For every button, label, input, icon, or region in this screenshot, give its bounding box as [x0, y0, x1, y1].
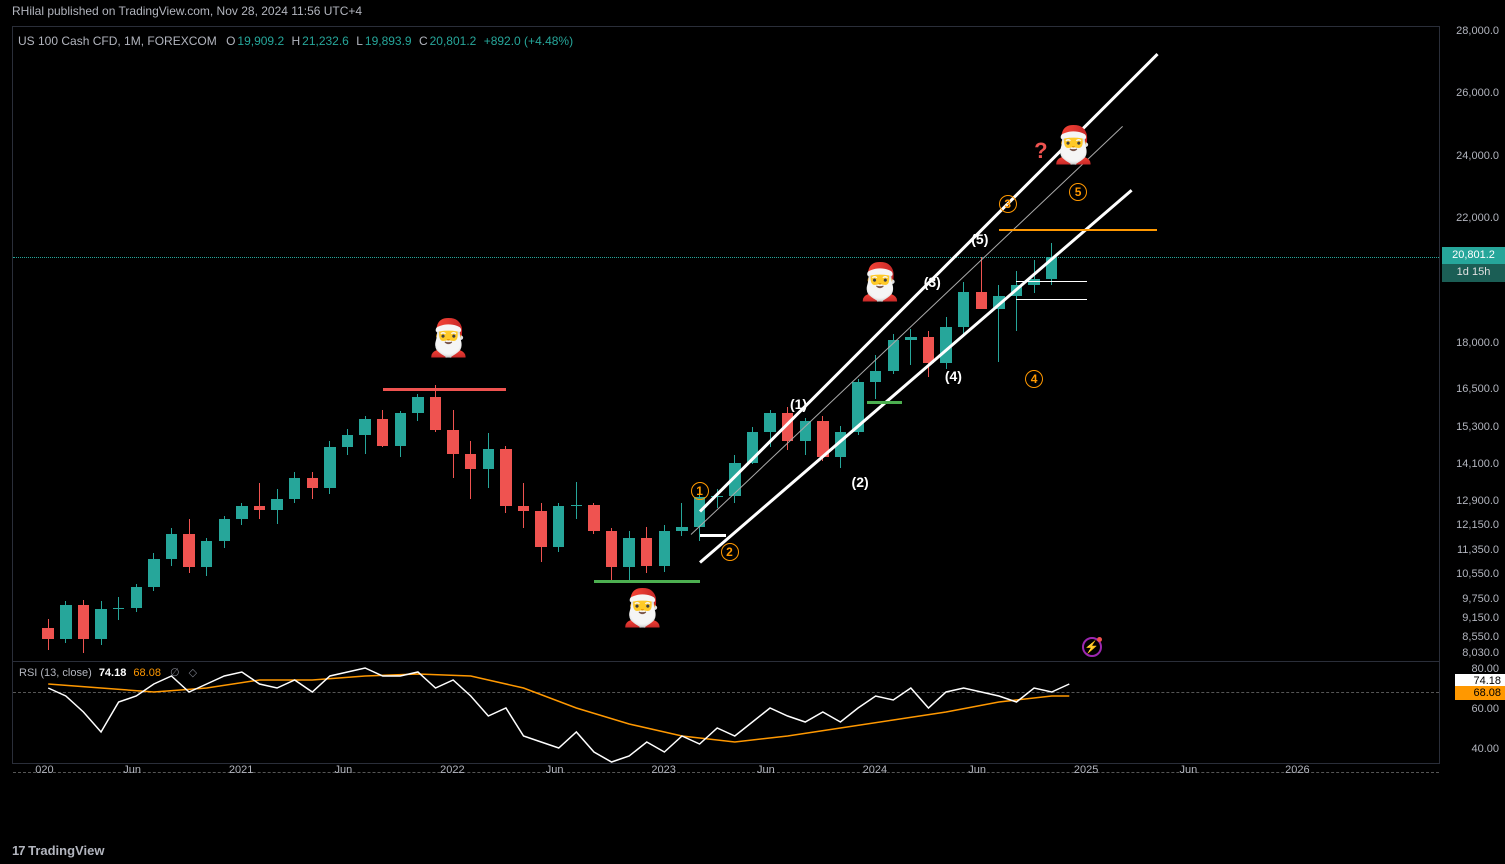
elliott-subwave-(1)[interactable]: (1)	[790, 396, 807, 412]
santa-icon: 🎅	[426, 320, 471, 356]
y-tick: 12,150.0	[1456, 519, 1499, 531]
y-tick: 12,900.0	[1456, 495, 1499, 507]
y-tick: 22,000.0	[1456, 212, 1499, 224]
question-mark: ?	[1034, 138, 1047, 164]
time-tick: Jun	[334, 764, 352, 776]
rsi-line	[48, 668, 1069, 762]
elliott-wave-2[interactable]: 2	[721, 543, 739, 561]
elliott-subwave-(3)[interactable]: (3)	[924, 274, 941, 290]
support-2022[interactable]	[594, 580, 700, 583]
santa-icon: 🎅	[1051, 127, 1096, 163]
green-mark-2024[interactable]	[867, 401, 902, 404]
y-tick: 15,300.0	[1456, 421, 1499, 433]
time-tick: 2025	[1074, 764, 1098, 776]
elliott-wave-1[interactable]: 1	[691, 482, 709, 500]
time-axis: 020 Jun 2021 Jun 2022 Jun 2023 Jun 2024 Jun 2025 Ju…	[12, 764, 1440, 784]
elliott-subwave-(4)[interactable]: (4)	[945, 368, 962, 384]
santa-icon: 🎅	[620, 590, 665, 626]
current-price-line	[13, 257, 1439, 258]
elliott-subwave-(2)[interactable]: (2)	[852, 474, 869, 490]
price-pane[interactable]: 1 2 3 4 5 (1) (2) (3) (4) (5) 🎅 🎅 🎅 🎅? ⚡	[13, 27, 1439, 659]
tradingview-watermark: 17 TradingView	[12, 843, 104, 858]
chart-area[interactable]: 12345(1)(2)(3)(4)(5)🎅🎅🎅🎅?⚡ RSI (13, clos…	[12, 26, 1440, 764]
y-tick: 8,030.0	[1462, 647, 1499, 659]
channel-mid[interactable]	[690, 127, 1122, 536]
y-tick: 9,150.0	[1462, 612, 1499, 624]
santa-icon: 🎅	[858, 264, 903, 300]
rsi-y-axis: 80.0060.0040.0074.1868.08	[1440, 660, 1505, 780]
rsi-pane[interactable]: RSI (13, close) 74.18 68.08 ∅ ◇	[13, 661, 1439, 781]
minor-white-2023[interactable]	[700, 534, 726, 537]
y-tick: 11,350.0	[1457, 544, 1499, 556]
time-tick: 020	[35, 764, 53, 776]
elliott-subwave-(5)[interactable]: (5)	[971, 231, 988, 247]
flash-icon[interactable]: ⚡	[1082, 637, 1102, 657]
y-tick: 28,000.0	[1456, 25, 1499, 37]
rsi-signal_tag: 68.08	[1455, 686, 1505, 700]
y-tick: 16,500.0	[1456, 383, 1499, 395]
elliott-wave-3[interactable]: 3	[999, 195, 1017, 213]
y-tick: 9,750.0	[1462, 593, 1499, 605]
elliott-wave-5[interactable]: 5	[1069, 183, 1087, 201]
y-tick: 18,000.0	[1456, 337, 1499, 349]
time-tick: Jun	[546, 764, 564, 776]
target-orange[interactable]	[999, 229, 1157, 231]
rsi-y-tick: 60.00	[1471, 703, 1499, 715]
time-tick: 2021	[229, 764, 253, 776]
publish-header: RHilal published on TradingView.com, Nov…	[0, 0, 1505, 24]
resistance-2021[interactable]	[383, 388, 506, 391]
y-tick: 10,550.0	[1456, 568, 1499, 580]
y-tick: 14,100.0	[1456, 458, 1499, 470]
countdown-tag: 1d 15h	[1442, 264, 1505, 281]
elliott-wave-4[interactable]: 4	[1025, 370, 1043, 388]
rsi-ma-line	[48, 674, 1069, 742]
time-tick: Jun	[123, 764, 141, 776]
publish-text: RHilal published on TradingView.com, Nov…	[12, 4, 362, 18]
time-tick: Jun	[757, 764, 775, 776]
time-tick: Jun	[968, 764, 986, 776]
time-tick: 2026	[1285, 764, 1309, 776]
time-tick: 2022	[440, 764, 464, 776]
watermark-text: TradingView	[28, 843, 104, 858]
channel-lower[interactable]	[699, 189, 1132, 563]
price-y-axis: 28,000.0 26,000.0 24,000.0 22,000.0 20,801.2…	[1440, 26, 1505, 658]
time-tick: 2023	[651, 764, 675, 776]
current-price-tag: 20,801.2	[1442, 247, 1505, 264]
rsi-y-tick: 40.00	[1471, 743, 1499, 755]
thin-white-a[interactable]	[1016, 281, 1086, 282]
thin-white-b[interactable]	[1016, 299, 1086, 300]
y-tick: 24,000.0	[1456, 150, 1499, 162]
time-tick: Jun	[1180, 764, 1198, 776]
time-tick: 2024	[863, 764, 887, 776]
y-tick: 26,000.0	[1456, 87, 1499, 99]
y-tick: 8,550.0	[1462, 631, 1499, 643]
